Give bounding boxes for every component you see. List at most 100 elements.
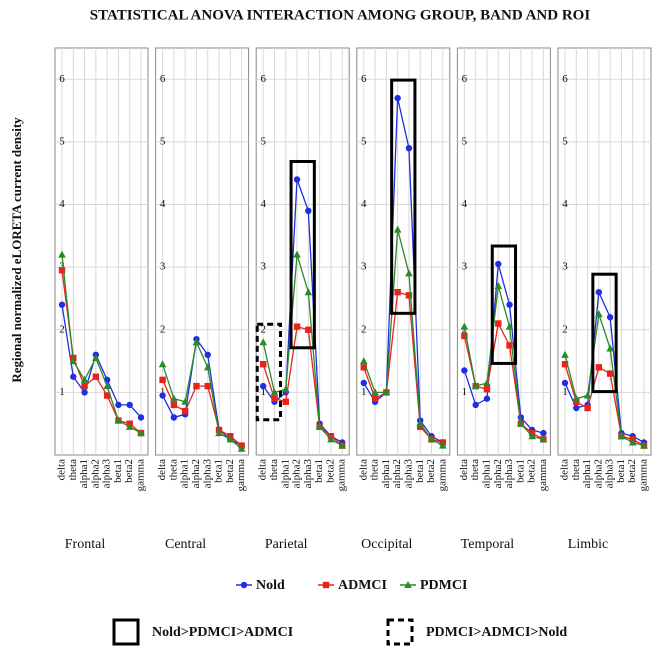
- y-tick-label: 1: [462, 386, 468, 398]
- point: [539, 435, 548, 443]
- point: [281, 385, 290, 393]
- y-tick-label: 4: [160, 198, 166, 210]
- point: [115, 401, 122, 409]
- point: [270, 388, 279, 396]
- point: [360, 379, 367, 387]
- point: [640, 441, 648, 449]
- x-tick-label: delta: [458, 459, 470, 480]
- point: [606, 314, 614, 321]
- y-tick-label: 2: [562, 323, 568, 335]
- y-tick-label: 5: [361, 135, 367, 147]
- x-tick-label: theta: [369, 459, 381, 480]
- panel: [255, 47, 350, 456]
- point: [260, 382, 267, 390]
- y-tick-label: 1: [160, 386, 166, 398]
- point: [193, 382, 200, 390]
- point: [240, 581, 248, 589]
- x-tick-label: theta: [469, 459, 481, 480]
- x-tick-label: beta1: [112, 459, 124, 483]
- point: [338, 441, 346, 449]
- y-tick-label: 3: [59, 261, 65, 273]
- point: [293, 176, 301, 183]
- point: [226, 435, 235, 443]
- point: [371, 395, 379, 402]
- point: [573, 404, 580, 412]
- x-tick-label: alpha2: [391, 459, 403, 488]
- x-tick-label: alpha1: [581, 459, 593, 488]
- point: [483, 395, 491, 402]
- point: [170, 414, 178, 421]
- point: [561, 350, 569, 358]
- y-tick-label: 4: [260, 198, 266, 210]
- panel-label: Frontal: [65, 537, 106, 552]
- x-tick-label: beta1: [514, 459, 526, 483]
- y-tick-label: 2: [260, 323, 266, 335]
- point: [260, 361, 267, 368]
- point: [483, 386, 491, 393]
- y-tick-label: 6: [160, 73, 166, 85]
- y-tick-label: 4: [562, 198, 568, 210]
- point: [561, 361, 569, 368]
- point: [70, 373, 77, 380]
- significance-box: [255, 322, 282, 422]
- x-tick-label: alpha2: [592, 459, 604, 488]
- y-tick-label: 1: [260, 386, 266, 398]
- x-tick-label: theta: [167, 459, 179, 480]
- point: [125, 422, 134, 430]
- point: [506, 342, 513, 349]
- x-tick-label: delta: [357, 459, 369, 480]
- point: [305, 207, 312, 214]
- x-tick-label: alpha2: [492, 459, 504, 488]
- significance-box: [490, 244, 518, 365]
- x-tick-label: theta: [67, 459, 79, 480]
- point: [584, 404, 591, 412]
- y-tick-label: 5: [562, 135, 568, 147]
- point: [394, 94, 401, 102]
- point: [170, 401, 178, 409]
- point: [394, 289, 401, 296]
- point: [572, 394, 581, 402]
- point: [327, 435, 335, 443]
- point: [617, 432, 626, 440]
- y-tick-label: 5: [260, 135, 266, 147]
- point: [540, 429, 547, 437]
- box-legend-label: Nold>PDMCI>ADMCI: [152, 625, 293, 640]
- point: [439, 441, 447, 449]
- point: [495, 260, 502, 268]
- legend-label: ADMCI: [338, 578, 387, 593]
- y-tick-label: 6: [562, 73, 568, 85]
- point: [606, 344, 614, 352]
- point: [405, 144, 413, 152]
- point: [159, 392, 166, 399]
- point: [80, 375, 89, 383]
- point: [170, 394, 178, 402]
- point: [404, 581, 412, 588]
- point: [461, 332, 468, 340]
- point: [181, 407, 189, 415]
- point: [595, 364, 603, 371]
- panel-label: Occipital: [361, 537, 412, 552]
- point: [405, 292, 413, 299]
- point: [92, 373, 100, 380]
- point: [595, 289, 603, 296]
- x-tick-label: alpha1: [179, 459, 191, 488]
- x-tick-label: beta1: [414, 459, 426, 483]
- x-tick-label: beta2: [425, 459, 437, 483]
- y-tick-label: 4: [361, 198, 367, 210]
- x-tick-label: alpha3: [402, 459, 414, 489]
- x-tick-label: alpha3: [503, 459, 515, 489]
- panel-label: Central: [165, 537, 206, 552]
- x-tick-label: alpha2: [190, 459, 202, 488]
- point: [427, 435, 436, 443]
- point: [126, 401, 133, 409]
- y-tick-label: 5: [59, 135, 65, 147]
- y-tick-label: 3: [260, 261, 266, 273]
- point: [472, 401, 479, 409]
- y-tick-label: 2: [160, 323, 166, 335]
- significance-box: [289, 159, 316, 350]
- significance-box: [390, 78, 417, 315]
- point: [606, 370, 614, 377]
- y-tick-label: 6: [361, 73, 367, 85]
- panel: [456, 47, 551, 456]
- point: [595, 310, 603, 318]
